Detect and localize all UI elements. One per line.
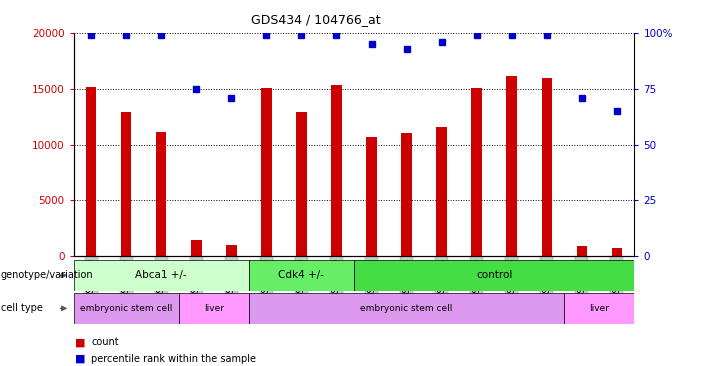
Bar — [331, 85, 341, 256]
Text: cell type: cell type — [1, 303, 43, 313]
Bar — [74, 260, 249, 291]
Bar — [179, 293, 249, 324]
Bar — [436, 127, 447, 256]
Text: embryonic stem cell: embryonic stem cell — [360, 304, 453, 313]
Text: Cdk4 +/-: Cdk4 +/- — [278, 270, 325, 280]
Text: embryonic stem cell: embryonic stem cell — [80, 304, 172, 313]
Bar — [226, 245, 237, 256]
Bar — [261, 87, 271, 256]
Bar — [576, 246, 587, 256]
Bar — [191, 240, 202, 256]
Bar — [354, 260, 634, 291]
Text: liver: liver — [204, 304, 224, 313]
Bar — [86, 86, 97, 256]
Bar — [249, 293, 564, 324]
Bar — [541, 78, 552, 256]
Bar — [156, 132, 167, 256]
Bar — [121, 112, 131, 256]
Bar — [611, 249, 622, 256]
Text: ■: ■ — [76, 337, 86, 347]
Text: ■: ■ — [76, 354, 86, 364]
Bar — [366, 137, 377, 256]
Bar — [401, 133, 412, 256]
Text: GDS434 / 104766_at: GDS434 / 104766_at — [251, 13, 380, 26]
Text: Abca1 +/-: Abca1 +/- — [135, 270, 187, 280]
Bar — [506, 76, 517, 256]
Bar — [471, 87, 482, 256]
Bar — [74, 293, 179, 324]
Text: control: control — [476, 270, 512, 280]
Bar — [564, 293, 634, 324]
Text: count: count — [91, 337, 118, 347]
Bar — [296, 112, 306, 256]
Bar — [249, 260, 354, 291]
Text: genotype/variation: genotype/variation — [1, 270, 93, 280]
Text: percentile rank within the sample: percentile rank within the sample — [91, 354, 256, 364]
Text: liver: liver — [590, 304, 609, 313]
